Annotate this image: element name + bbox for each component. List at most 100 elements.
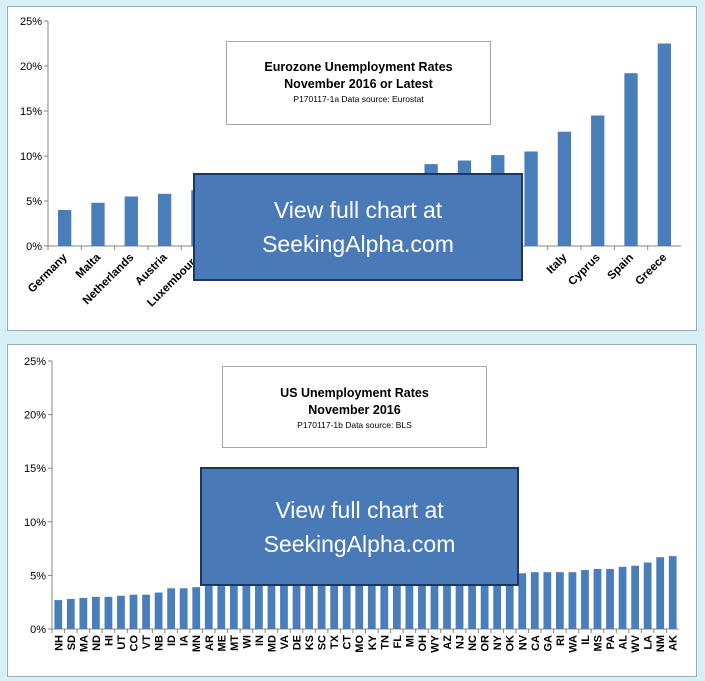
us-bar [656,557,665,629]
us-category-label: MO [354,635,366,653]
us-bar [79,597,88,629]
us-category-label: NM [655,635,667,652]
eu-y-tick-label: 0% [26,241,42,253]
us-bar [342,581,351,629]
us-bar [317,582,326,629]
us-bar [392,578,401,629]
us-bar [405,578,414,629]
us-category-label: MD [266,635,278,652]
eurozone-chart-subtitle: November 2016 or Latest [284,77,433,91]
us-bar [555,572,564,629]
us-bar [643,562,652,629]
us-category-label: ND [91,635,103,651]
us-category-label: NY [492,634,504,650]
us-category-label: ME [216,635,228,652]
us-category-label: VA [279,635,291,650]
us-bar [280,583,288,629]
eu-bar [624,73,638,246]
us-category-label: OR [480,635,492,652]
us-bar [92,596,100,629]
us-bar [668,556,677,629]
overlay-line2-top: SeekingAlpha.com [262,231,454,257]
overlay-line1-bottom: View full chart at [275,496,444,523]
us-category-label: NC [467,635,479,651]
us-category-label: FL [392,635,404,649]
us-category-label: VT [141,635,153,649]
us-category-label: MA [78,635,90,652]
seekingalpha-overlay-bottom[interactable]: View full chart at SeekingAlpha.com [200,467,519,586]
us-chart-title: US Unemployment Rates [280,386,429,400]
us-bar [430,577,439,629]
us-category-label: IN [254,635,266,646]
us-category-label: OH [417,635,429,652]
us-bar [192,587,201,629]
us-category-label: OK [505,635,517,652]
us-category-label: CO [129,635,141,652]
us-category-label: TN [379,635,391,650]
us-y-tick-label: 0% [30,624,46,636]
us-bar [380,579,389,629]
eu-category-label: Malta [74,251,104,281]
us-bar [204,586,213,629]
us-chart-panel: 0% 5% 10% 15% 20% 25% NH SD MA ND HI UT CO VT NB ID IA MN… [7,344,697,677]
us-category-label: LA [643,635,655,650]
us-bar [480,576,489,629]
us-bar [593,568,602,629]
us-bar [568,572,577,629]
us-bar [518,573,527,629]
us-category-label: AR [204,635,216,651]
us-category-label: KS [304,635,316,650]
us-bar [292,583,301,629]
eu-bar [91,202,105,246]
eu-y-tick-label: 20% [20,61,42,73]
us-category-label: NV [517,634,529,650]
us-category-label: WV [630,634,642,652]
us-bar [229,585,238,629]
us-category-label: AK [668,635,680,651]
us-bar [167,588,176,629]
us-bar [631,565,639,629]
us-category-label: NJ [455,635,467,649]
us-bar [305,582,313,629]
eu-y-tick-label: 15% [20,106,42,118]
us-chart-title-box: US Unemployment Rates November 2016 P170… [222,366,487,448]
us-bar [117,595,125,629]
us-category-label: MI [404,635,416,647]
us-bar [581,570,589,629]
us-category-label: NH [53,635,65,651]
overlay-line1-top: View full chart at [273,197,443,223]
eu-bar [524,151,538,246]
us-bar [66,598,75,629]
eu-category-label: Greece [633,252,669,288]
seekingalpha-overlay-top[interactable]: View full chart at SeekingAlpha.com [193,173,523,281]
us-category-label: KY [367,634,379,650]
us-category-label: NB [154,635,166,651]
eu-category-label: Italy [545,251,570,276]
us-bar [443,577,451,629]
us-bar [418,577,426,629]
us-y-tick-label: 20% [24,410,46,422]
eurozone-chart-panel: 0% 5% 10% 15% 20% 25% Germany Malta Netherlands A… [7,6,697,331]
us-bar [129,594,138,629]
overlay-line2-bottom: SeekingAlpha.com [263,530,456,557]
us-category-label: CT [342,635,354,650]
us-bar [530,572,539,629]
us-category-label: WA [567,635,579,653]
us-category-label: MS [592,635,604,652]
us-bar [455,576,464,629]
us-category-label: IL [580,635,592,645]
us-bar [179,588,188,629]
us-category-label: SC [317,635,329,650]
eurozone-chart-title-box: Eurozone Unemployment Rates November 201… [226,41,491,125]
us-chart-source: P170117-1b Data source: BLS [297,420,412,430]
us-category-label: WI [241,635,253,648]
us-category-label: PA [605,635,617,650]
us-category-label: AZ [442,635,454,650]
eu-y-tick-label: 10% [20,151,42,163]
eu-category-label: Spain [606,252,637,283]
us-bar-chart: 0% 5% 10% 15% 20% 25% NH SD MA ND HI UT CO VT NB ID IA MN… [24,356,680,653]
us-y-tick-label: 5% [30,570,46,582]
eu-category-label: Cyprus [566,252,603,289]
us-bar [242,585,251,629]
eu-bar [157,193,172,246]
